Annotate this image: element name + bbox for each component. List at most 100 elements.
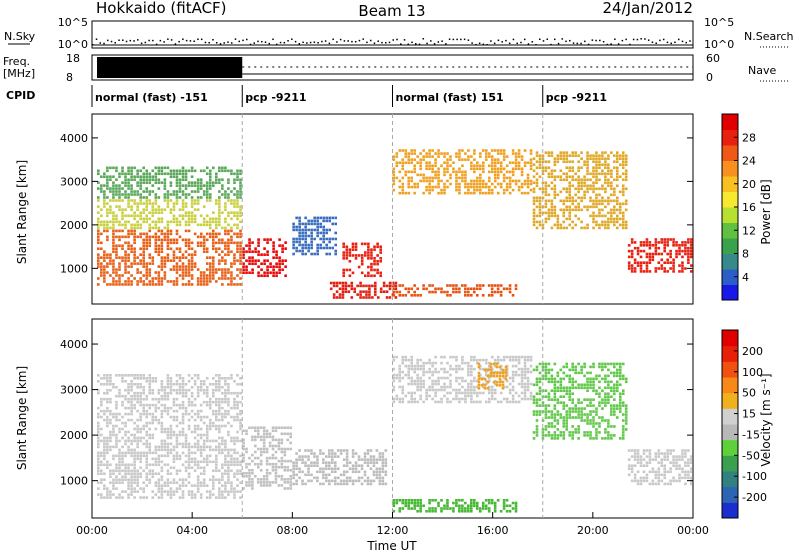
noise-point [418,43,421,46]
velocity-cell [112,457,115,461]
power-cell [148,190,152,193]
power-cell [660,258,664,262]
power-cell [511,179,515,183]
power-cell [148,241,152,245]
power-cell [100,232,103,236]
power-cell [565,199,569,203]
velocity-cell [493,391,497,395]
noise-point [114,42,117,44]
power-cell [304,222,307,226]
velocity-cell [109,409,112,413]
noise-point [351,40,353,43]
noise-point [381,41,383,44]
velocity-cell [202,457,206,461]
power-cell [464,290,467,294]
power-cell [172,268,176,271]
velocity-cell [550,377,554,381]
velocity-cell [443,376,446,380]
velocity-cell [449,364,452,368]
power-cell [428,167,431,171]
velocity-cell [401,361,405,365]
velocity-cell [187,490,191,493]
power-cell [511,188,515,192]
power-cell [118,235,121,239]
power-cell [187,211,191,214]
power-cell [106,184,109,187]
power-cell [298,219,301,223]
power-cell [615,196,619,200]
velocity-cell [196,391,200,395]
power-cell [373,274,376,278]
power-cell [215,235,218,239]
power-cell [169,169,173,173]
velocity-cell [333,455,337,458]
power-cell [322,228,325,232]
power-cell [175,223,179,227]
power-cell [589,187,592,191]
power-cell [443,173,446,177]
power-cell [257,250,260,253]
velocity-cell [127,451,130,455]
noise-point [118,39,120,41]
power-cell [202,277,206,280]
power-cell [178,196,182,199]
power-cell [526,173,530,177]
velocity-cell [553,419,557,422]
power-cell [458,188,461,192]
velocity-cell [292,467,295,471]
velocity-cell [366,449,370,452]
power-cell [248,244,251,247]
colorbar-tick-label: 16 [742,201,756,214]
power-cell [187,247,191,251]
velocity-cell [242,471,245,475]
velocity-cell [154,409,158,413]
power-cell [598,199,601,203]
power-cell [230,250,233,254]
velocity-cell [259,462,263,466]
velocity-cell [550,374,554,378]
power-cell [211,268,215,271]
power-cell [325,228,328,232]
power-cell [184,229,188,233]
velocity-cell [245,447,248,451]
velocity-cell [256,435,260,439]
velocity-cell [449,355,452,359]
velocity-cell [181,415,185,419]
power-cell [325,237,328,241]
velocity-cell [484,379,488,383]
power-cell [529,182,533,186]
power-cell [431,176,434,180]
noise-point [212,38,214,41]
colorbar-swatch [722,269,738,285]
power-cell [124,259,127,262]
power-cell [151,205,155,208]
velocity-cell [233,397,236,401]
velocity-cell [283,478,287,481]
power-cell [565,190,569,194]
velocity-cell [496,355,500,359]
power-cell [316,252,319,256]
velocity-cell [112,454,115,458]
power-cell [371,296,374,299]
power-cell [328,216,331,220]
velocity-cell [106,409,109,413]
power-cell [239,178,242,181]
power-cell [627,267,631,270]
power-cell [618,175,622,179]
noise-point [531,41,533,43]
power-cell [618,208,622,212]
velocity-cell [184,454,188,458]
power-cell [163,187,167,190]
power-cell [481,294,485,297]
power-cell [133,190,136,193]
velocity-cell [202,433,206,437]
velocity-cell [160,448,164,452]
velocity-cell [407,400,411,404]
power-cell [431,149,434,152]
velocity-cell [553,425,557,428]
velocity-cell [262,432,266,436]
power-cell [550,205,554,209]
power-cell [145,262,149,265]
velocity-cell [375,473,379,477]
power-cell [621,226,625,230]
